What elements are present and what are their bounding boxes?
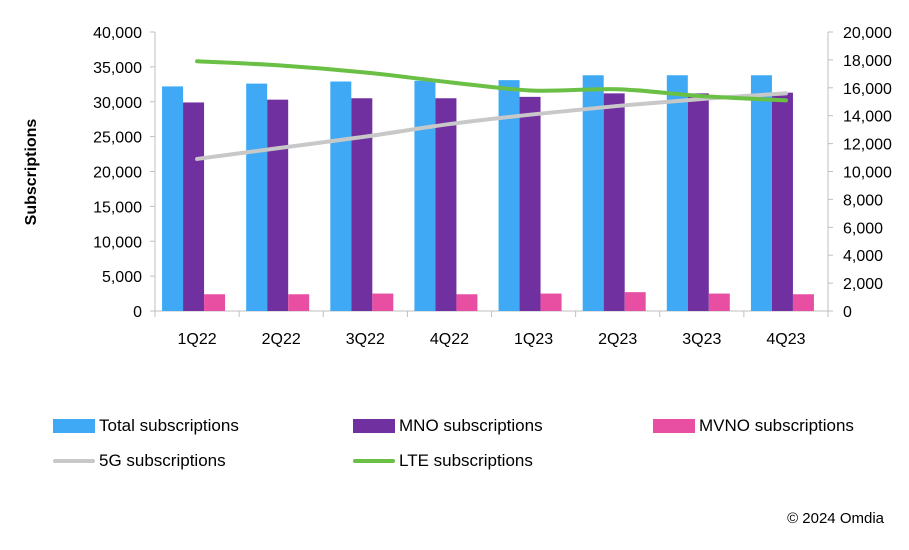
chart-axes: 0 5,000 10,000 15,000 20,000 25,000 30,000 35,0… <box>93 25 892 348</box>
bar-mno <box>603 93 625 311</box>
bar-mvno <box>456 294 478 311</box>
y2-tick-label: 14,000 <box>843 109 892 126</box>
bar-mno <box>351 98 373 311</box>
bar-total <box>498 80 520 311</box>
x-tick-label: 1Q23 <box>514 331 553 348</box>
x-tick-label: 3Q22 <box>346 331 385 348</box>
bar-mno <box>267 99 289 311</box>
bar-mno <box>771 92 793 312</box>
y2-tick-label: 18,000 <box>843 53 892 70</box>
y2-tick-label: 6,000 <box>843 220 883 237</box>
bar-mno <box>519 96 541 312</box>
x-tick-label: 4Q22 <box>430 331 469 348</box>
legend-label-mno: MNO subscriptions <box>399 416 543 435</box>
legend-label-total: Total subscriptions <box>99 416 239 435</box>
bar-mvno <box>540 293 562 311</box>
legend-swatch-total <box>53 419 95 433</box>
line-5g <box>195 91 788 161</box>
y-tick-label: 20,000 <box>93 165 142 182</box>
bar-mvno <box>708 293 730 311</box>
bar-mvno <box>288 294 310 311</box>
bar-total <box>246 83 268 312</box>
x-tick-label: 1Q22 <box>177 331 216 348</box>
y-tick-label: 10,000 <box>93 234 142 251</box>
chart-lines <box>195 59 788 161</box>
legend-item-mvno: MVNO subscriptions <box>653 416 854 436</box>
bar-mno <box>183 102 205 311</box>
legend-item-5g: 5G subscriptions <box>53 451 226 471</box>
y2-tick-label: 16,000 <box>843 81 892 98</box>
legend-item-total: Total subscriptions <box>53 416 239 436</box>
bar-mno <box>435 98 457 311</box>
legend-label-mvno: MVNO subscriptions <box>699 416 854 435</box>
y-tick-label: 40,000 <box>93 25 142 42</box>
y2-tick-label: 8,000 <box>843 192 883 209</box>
y-tick-label: 0 <box>133 304 142 321</box>
bar-total <box>750 75 772 312</box>
legend-swatch-lte <box>353 459 395 463</box>
chart-bars <box>162 75 814 312</box>
y2-tick-label: 4,000 <box>843 248 883 265</box>
y2-tick-label: 12,000 <box>843 137 892 154</box>
y2-tick-label: 20,000 <box>843 25 892 42</box>
bar-mvno <box>204 294 226 311</box>
bar-mvno <box>792 294 814 311</box>
legend-label-5g: 5G subscriptions <box>99 451 226 470</box>
x-tick-label: 4Q23 <box>766 331 805 348</box>
y2-tick-label: 0 <box>843 304 852 321</box>
y2-tick-label: 10,000 <box>843 165 892 182</box>
x-tick-label: 2Q23 <box>598 331 637 348</box>
y-tick-label: 15,000 <box>93 199 142 216</box>
bar-total <box>414 80 436 311</box>
legend-item-lte: LTE subscriptions <box>353 451 533 471</box>
copyright-text: © 2024 Omdia <box>787 510 884 527</box>
bar-mvno <box>624 292 646 311</box>
legend-swatch-mno <box>353 419 395 433</box>
bar-total <box>162 86 184 311</box>
y-tick-label: 5,000 <box>102 269 142 286</box>
x-tick-label: 3Q23 <box>682 331 721 348</box>
bar-total <box>666 75 688 312</box>
y-tick-label: 25,000 <box>93 130 142 147</box>
bar-total <box>582 75 604 312</box>
legend-swatch-5g <box>53 459 95 463</box>
bar-mvno <box>372 293 394 311</box>
x-tick-label: 2Q22 <box>262 331 301 348</box>
y2-tick-label: 2,000 <box>843 276 883 293</box>
line-lte <box>195 59 788 103</box>
y-tick-label: 30,000 <box>93 95 142 112</box>
y-tick-label: 35,000 <box>93 60 142 77</box>
legend-label-lte: LTE subscriptions <box>399 451 533 470</box>
legend-item-mno: MNO subscriptions <box>353 416 543 436</box>
y-axis-label: Subscriptions <box>23 119 40 226</box>
legend-swatch-mvno <box>653 419 695 433</box>
bar-mno <box>687 93 709 311</box>
